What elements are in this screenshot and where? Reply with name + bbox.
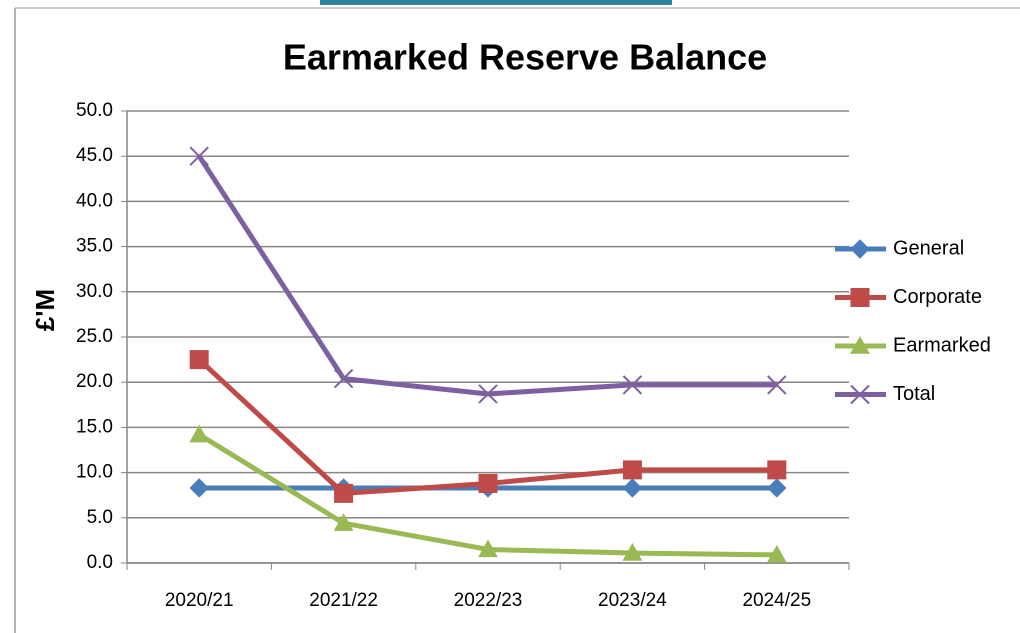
data-point	[478, 473, 498, 493]
data-point	[622, 543, 643, 561]
y-tick-label: 0.0	[87, 552, 113, 573]
x-tick-label: 2023/24	[598, 590, 667, 611]
legend-marker	[850, 288, 870, 307]
legend-label: General	[893, 237, 964, 259]
data-point	[622, 478, 643, 498]
data-point	[478, 539, 498, 558]
top-bar	[320, 0, 672, 5]
data-point	[189, 424, 210, 443]
data-point	[189, 146, 209, 166]
y-tick-label: 45.0	[76, 145, 113, 166]
y-axis-label: £'M	[30, 289, 60, 331]
legend-label: Total	[893, 383, 935, 405]
data-point	[334, 483, 354, 503]
chart-title: Earmarked Reserve Balance	[283, 37, 767, 78]
y-tick-label: 5.0	[87, 507, 113, 528]
x-tick-label: 2022/23	[454, 590, 523, 611]
y-tick-label: 15.0	[76, 416, 113, 437]
y-tick-label: 10.0	[76, 462, 113, 483]
legend-marker	[850, 239, 870, 259]
data-point	[189, 478, 209, 498]
legend-label: Earmarked	[893, 334, 991, 356]
y-tick-label: 30.0	[76, 281, 113, 302]
data-point	[767, 375, 787, 395]
x-tick-label: 2020/21	[165, 590, 234, 611]
data-point	[333, 368, 354, 389]
series-line	[197, 154, 777, 397]
data-point	[766, 544, 787, 563]
x-tick-label: 2024/25	[742, 590, 811, 611]
legend-marker	[850, 335, 870, 354]
y-tick-label: 40.0	[76, 190, 113, 211]
data-point	[333, 513, 354, 531]
data-point	[767, 478, 787, 498]
y-tick-label: 25.0	[76, 326, 113, 347]
y-tick-label: 50.0	[76, 100, 113, 121]
y-tick-label: 35.0	[76, 236, 113, 257]
y-tick-label: 20.0	[76, 371, 113, 392]
data-point	[478, 384, 498, 404]
data-point	[767, 460, 787, 480]
legend-label: Corporate	[893, 286, 982, 308]
legend-marker	[850, 384, 870, 405]
data-point	[189, 350, 209, 370]
x-tick-label: 2021/22	[309, 590, 378, 611]
data-point	[622, 460, 642, 480]
data-point	[622, 375, 643, 395]
